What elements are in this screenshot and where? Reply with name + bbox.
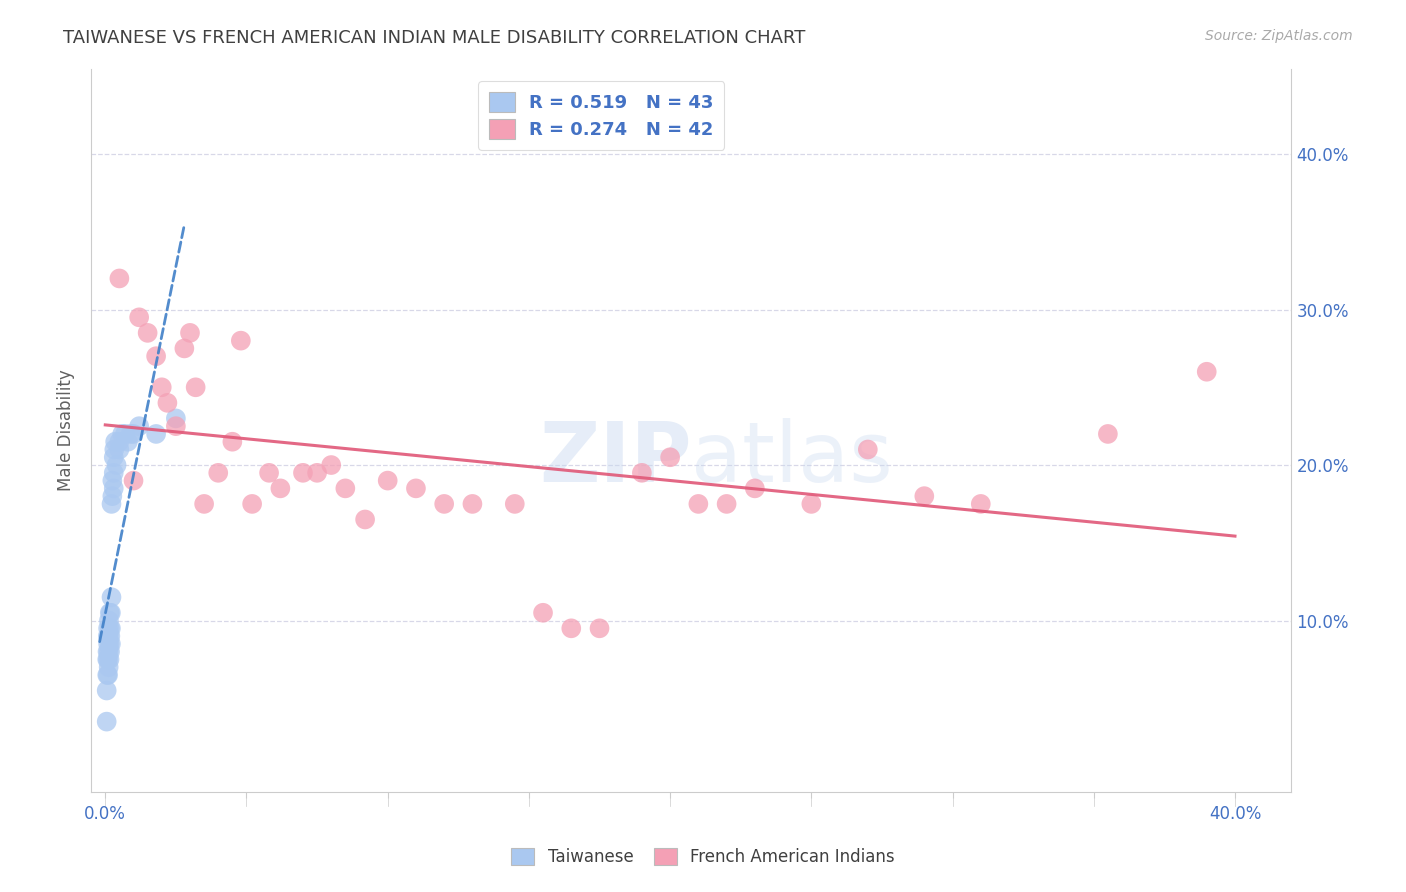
Point	[108, 271, 131, 285]
Point	[321, 458, 343, 472]
Point	[156, 396, 179, 410]
Point	[97, 621, 120, 635]
Legend: R = 0.519   N = 43, R = 0.274   N = 42: R = 0.519 N = 43, R = 0.274 N = 42	[478, 81, 724, 150]
Point	[100, 606, 122, 620]
Point	[659, 450, 682, 465]
Point	[1195, 365, 1218, 379]
Point	[1097, 426, 1119, 441]
Text: ZIP: ZIP	[538, 418, 692, 500]
Legend: Taiwanese, French American Indians: Taiwanese, French American Indians	[505, 841, 901, 873]
Point	[970, 497, 993, 511]
Point	[98, 652, 121, 666]
Point	[114, 426, 136, 441]
Point	[100, 621, 122, 635]
Point	[503, 497, 526, 511]
Point	[97, 629, 120, 643]
Point	[257, 466, 280, 480]
Point	[108, 434, 131, 449]
Point	[98, 606, 121, 620]
Point	[98, 621, 121, 635]
Point	[122, 426, 145, 441]
Point	[96, 645, 118, 659]
Point	[97, 668, 120, 682]
Point	[128, 419, 150, 434]
Point	[229, 334, 252, 348]
Point	[193, 497, 215, 511]
Point	[97, 614, 120, 628]
Point	[405, 481, 427, 495]
Point	[354, 512, 377, 526]
Point	[108, 442, 131, 457]
Point	[165, 411, 187, 425]
Point	[221, 434, 243, 449]
Point	[165, 419, 187, 434]
Point	[136, 326, 159, 340]
Point	[173, 342, 195, 356]
Point	[100, 497, 122, 511]
Point	[688, 497, 710, 511]
Point	[96, 668, 118, 682]
Point	[97, 629, 120, 643]
Point	[97, 637, 120, 651]
Point	[103, 466, 125, 480]
Point	[560, 621, 582, 635]
Point	[98, 629, 121, 643]
Point	[111, 426, 134, 441]
Point	[335, 481, 357, 495]
Y-axis label: Male Disability: Male Disability	[58, 369, 75, 491]
Point	[856, 442, 879, 457]
Point	[117, 434, 139, 449]
Point	[105, 458, 128, 472]
Point	[307, 466, 329, 480]
Point	[291, 466, 314, 480]
Point	[179, 326, 201, 340]
Point	[98, 637, 121, 651]
Point	[588, 621, 610, 635]
Point	[101, 474, 124, 488]
Point	[269, 481, 291, 495]
Point	[716, 497, 738, 511]
Point	[145, 349, 167, 363]
Point	[101, 489, 124, 503]
Point	[145, 426, 167, 441]
Point	[98, 645, 121, 659]
Text: Source: ZipAtlas.com: Source: ZipAtlas.com	[1205, 29, 1353, 43]
Point	[744, 481, 766, 495]
Point	[207, 466, 229, 480]
Point	[100, 591, 122, 605]
Text: TAIWANESE VS FRENCH AMERICAN INDIAN MALE DISABILITY CORRELATION CHART: TAIWANESE VS FRENCH AMERICAN INDIAN MALE…	[63, 29, 806, 46]
Point	[377, 474, 399, 488]
Point	[122, 474, 145, 488]
Point	[103, 450, 125, 465]
Point	[104, 434, 127, 449]
Point	[128, 310, 150, 325]
Point	[96, 652, 118, 666]
Point	[120, 426, 142, 441]
Point	[461, 497, 484, 511]
Point	[100, 637, 122, 651]
Point	[96, 683, 118, 698]
Point	[97, 652, 120, 666]
Text: atlas: atlas	[692, 418, 893, 500]
Point	[531, 606, 554, 620]
Point	[800, 497, 823, 511]
Point	[97, 660, 120, 674]
Point	[150, 380, 173, 394]
Point	[240, 497, 263, 511]
Point	[433, 497, 456, 511]
Point	[96, 714, 118, 729]
Point	[631, 466, 654, 480]
Point	[103, 442, 125, 457]
Point	[912, 489, 935, 503]
Point	[103, 481, 125, 495]
Point	[184, 380, 207, 394]
Point	[97, 645, 120, 659]
